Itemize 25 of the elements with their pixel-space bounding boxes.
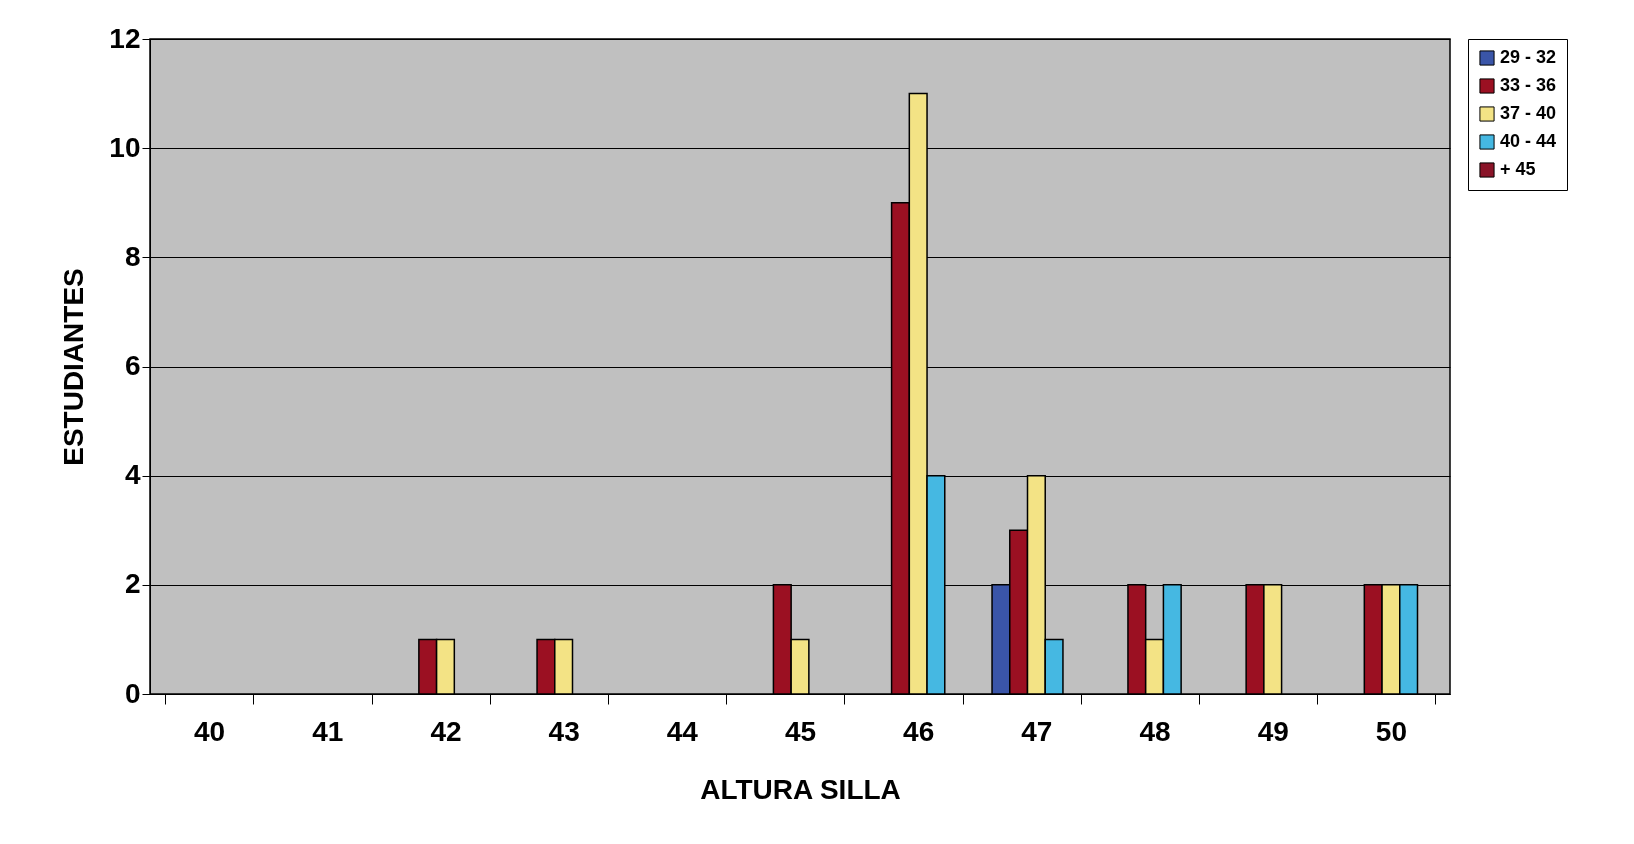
- y-tick-label: 10: [109, 131, 141, 163]
- x-tick-label: 48: [1139, 715, 1171, 747]
- y-tick-label: 6: [124, 350, 141, 381]
- x-tick-label: 44: [666, 715, 699, 747]
- x-tick-label: 42: [430, 715, 462, 747]
- y-tick-label: 8: [124, 240, 141, 272]
- legend-label: 37 - 40: [1500, 103, 1557, 123]
- x-tick-label: 41: [312, 715, 344, 747]
- x-tick-label: 43: [548, 715, 580, 747]
- x-axis-title: ALTURA SILLA: [700, 773, 901, 805]
- legend-label: 29 - 32: [1500, 47, 1557, 67]
- x-tick-label: 40: [194, 715, 226, 747]
- x-tick-label: 45: [784, 715, 817, 747]
- legend-label: 40 - 44: [1500, 131, 1557, 151]
- x-tick-label: 46: [903, 715, 935, 747]
- y-tick-label: 2: [124, 568, 141, 600]
- x-tick-label: 47: [1021, 715, 1053, 747]
- y-tick-label: 4: [124, 459, 141, 491]
- y-axis-title: ESTUDIANTES: [58, 268, 90, 466]
- x-tick-label: 50: [1375, 715, 1407, 747]
- legend-label: 33 - 36: [1500, 75, 1557, 95]
- y-tick-label: 12: [109, 22, 141, 54]
- legend-label: + 45: [1500, 159, 1536, 179]
- x-tick-label: 49: [1257, 715, 1289, 747]
- y-tick-label: 0: [124, 677, 141, 709]
